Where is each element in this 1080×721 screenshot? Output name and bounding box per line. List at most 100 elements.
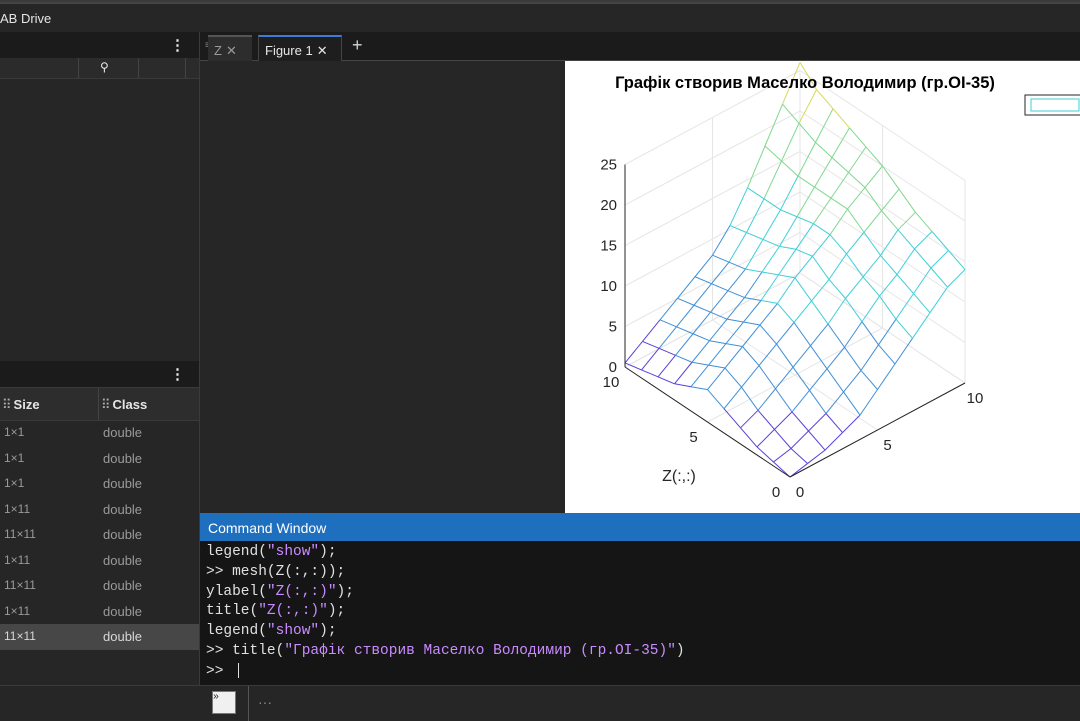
mesh-line — [931, 231, 949, 251]
terminal-icon[interactable]: » — [212, 691, 236, 714]
mesh-line — [826, 346, 845, 370]
workspace-row[interactable]: 11×11 double — [0, 573, 199, 599]
mesh-line — [863, 210, 882, 233]
column-size[interactable]: ⠿ Size — [2, 397, 40, 412]
mesh-line — [692, 311, 711, 335]
mesh-line — [773, 461, 791, 478]
variable-size: 1×1 — [4, 476, 25, 490]
files-menu-icon[interactable]: ⋮ — [170, 37, 185, 54]
mesh-line — [824, 432, 843, 451]
mesh-line — [624, 341, 643, 364]
grid-line — [624, 191, 966, 303]
workspace-row[interactable]: 11×11 double — [0, 624, 199, 650]
workspace-table: 1×1 double 1×1 double 1×1 double 1×11 double 11×… — [0, 420, 199, 650]
column-separator[interactable] — [138, 58, 139, 78]
mesh-line — [877, 363, 896, 390]
mesh-line — [795, 248, 813, 257]
variable-class: double — [103, 527, 143, 542]
top-divider — [0, 2, 1080, 4]
grid-line — [799, 272, 966, 384]
workspace-menu-icon[interactable]: ⋮ — [170, 366, 185, 383]
more-icon[interactable]: ··· — [258, 694, 272, 710]
mesh-line — [832, 108, 850, 129]
mesh-line — [799, 62, 817, 90]
workspace-row[interactable]: 1×1 double — [0, 420, 199, 446]
mesh-line — [796, 216, 814, 225]
mesh-line — [744, 271, 763, 298]
mesh-line — [776, 322, 795, 345]
mesh-line — [780, 175, 799, 211]
command-window[interactable]: legend("show"); >> mesh(Z(:,:)); ylabel("Z… — [200, 541, 1080, 685]
variable-size: 1×1 — [4, 425, 25, 439]
mesh-line — [675, 333, 694, 356]
files-panel-header: ⋮ — [0, 32, 199, 59]
column-class[interactable]: ⠿ Class — [101, 397, 148, 412]
mesh-line — [756, 429, 775, 448]
mesh-line — [896, 248, 915, 275]
mesh-line — [778, 249, 797, 276]
tab-figure-1[interactable]: Figure 1 ✕ — [258, 35, 342, 61]
workspace-row[interactable]: 1×11 double — [0, 599, 199, 625]
y-tick-label: 5 — [689, 429, 697, 446]
mesh-line — [758, 365, 776, 390]
variable-class: double — [103, 425, 143, 440]
mesh-line — [882, 165, 900, 190]
mesh-line — [774, 429, 792, 449]
mesh-line — [624, 362, 642, 371]
mesh-line — [723, 386, 742, 410]
command-code: legend( — [206, 544, 267, 560]
mesh-line — [710, 311, 728, 320]
mesh-line — [813, 197, 832, 224]
workspace-row[interactable]: 1×11 double — [0, 548, 199, 574]
mesh-line — [811, 300, 829, 325]
tab-z[interactable]: Z ✕ — [208, 35, 252, 61]
workspace-row[interactable]: 1×1 double — [0, 446, 199, 472]
mesh-line — [831, 127, 850, 158]
variable-class: double — [103, 501, 143, 517]
mesh-line — [725, 343, 743, 347]
figure-canvas[interactable]: 0 5 10 15 20 25 0 5 10 0 5 10 Z(:,:) Графік створив М… — [565, 61, 1080, 513]
mesh-line — [742, 346, 760, 366]
figure-tab-bar: ≡ Z✕ Figure 1✕ + — [200, 32, 1080, 61]
window-title: AB Drive — [0, 11, 52, 26]
mesh-line — [861, 321, 879, 346]
variable-class: double — [103, 603, 143, 619]
workspace-row[interactable]: 1×1 double — [0, 471, 199, 497]
close-icon[interactable]: ✕ — [225, 43, 237, 58]
command-code: ); — [327, 603, 346, 620]
add-tab-icon[interactable]: + — [352, 35, 363, 55]
mesh-line — [745, 268, 763, 273]
tab-list-icon[interactable]: ≡ — [205, 40, 211, 51]
workspace-panel-header: ⋮ — [0, 361, 199, 388]
mesh-line — [844, 321, 863, 348]
mesh-line — [641, 348, 660, 371]
mesh-line — [862, 276, 880, 297]
command-line: title("Z(:,:)"); — [206, 603, 345, 619]
z-tick-label: 25 — [600, 157, 617, 174]
file-list[interactable] — [0, 79, 199, 361]
mesh-line — [761, 246, 780, 273]
mesh-line — [694, 276, 712, 285]
workspace-row[interactable]: 1×11 double — [0, 497, 199, 523]
column-separator[interactable] — [185, 58, 186, 78]
mesh-line — [879, 295, 897, 320]
close-icon[interactable]: ✕ — [316, 43, 328, 58]
mesh-line — [863, 231, 881, 256]
mesh-line — [808, 430, 826, 451]
column-separator[interactable] — [78, 58, 79, 78]
column-divider[interactable] — [98, 388, 99, 420]
mesh-line — [746, 232, 764, 240]
mesh-line — [793, 300, 812, 323]
mesh-line — [860, 370, 878, 390]
workspace-row[interactable]: 11×11 double — [0, 522, 199, 548]
variable-class: double — [103, 450, 143, 466]
mesh-line — [864, 165, 883, 188]
mesh-line — [898, 188, 916, 213]
mesh-line — [779, 245, 797, 250]
mesh-line — [845, 276, 864, 299]
mesh-line — [847, 208, 865, 233]
tab-figure-label: Figure 1 — [265, 43, 313, 58]
mesh-line — [692, 333, 710, 342]
mesh-line — [741, 386, 759, 411]
